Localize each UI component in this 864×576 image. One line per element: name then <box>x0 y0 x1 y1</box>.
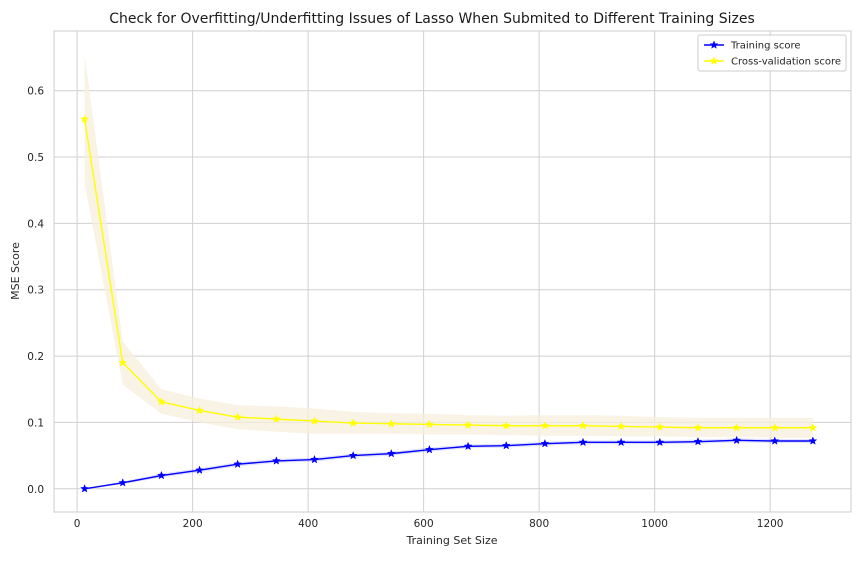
data-point <box>732 435 742 445</box>
series-line-1 <box>83 119 813 429</box>
data-point <box>424 444 434 454</box>
x-tick-label: 1000 <box>641 518 668 530</box>
x-tick-label: 600 <box>414 518 434 530</box>
data-point <box>233 459 243 469</box>
y-tick-label: 0.6 <box>27 86 44 98</box>
y-tick-label: 0.4 <box>27 218 44 230</box>
data-point <box>424 419 434 429</box>
chart-title: Check for Overfitting/Underfitting Issue… <box>109 11 755 27</box>
legend-label-1: Cross-validation score <box>731 57 841 68</box>
x-tick-label: 800 <box>529 518 549 530</box>
data-point <box>808 436 818 445</box>
x-tick-label: 1200 <box>757 518 784 530</box>
series-line-0 <box>84 439 813 490</box>
data-point <box>271 414 281 423</box>
data-point <box>156 397 166 406</box>
series-markers <box>80 114 818 493</box>
data-point <box>348 450 358 460</box>
y-tick-label: 0.2 <box>27 351 44 363</box>
legend-label-0: Training score <box>730 41 801 52</box>
data-point <box>693 436 703 446</box>
legend-box <box>697 34 847 72</box>
y-tick-label: 0.1 <box>27 417 44 429</box>
data-point <box>195 405 205 415</box>
data-point <box>195 465 205 475</box>
data-point <box>655 422 665 431</box>
confidence-band-1 <box>84 54 813 438</box>
data-point <box>616 437 626 447</box>
data-point <box>80 484 90 493</box>
y-tick-label: 0.5 <box>27 152 44 164</box>
y-tick-label: 0.0 <box>27 484 44 496</box>
x-tick-label: 200 <box>183 518 203 530</box>
data-point <box>463 420 473 429</box>
data-point <box>501 440 511 450</box>
data-point <box>540 438 550 448</box>
data-point <box>770 436 780 445</box>
data-point <box>501 421 511 430</box>
legend: Training score Cross-validation score <box>697 34 847 72</box>
data-point <box>578 421 588 430</box>
data-point <box>732 423 742 432</box>
y-tick-label: 0.3 <box>27 285 44 297</box>
data-point <box>80 114 90 124</box>
data-point <box>463 441 473 451</box>
data-point <box>770 423 780 432</box>
data-point <box>386 419 396 428</box>
data-point <box>348 418 358 427</box>
x-tick-label: 0 <box>74 518 81 530</box>
data-point <box>540 421 550 430</box>
data-point <box>808 423 818 432</box>
data-point <box>655 437 665 447</box>
series-lines <box>83 119 813 490</box>
data-point <box>118 358 128 367</box>
x-axis-label: Training Set Size <box>405 534 497 547</box>
data-point <box>156 470 166 480</box>
data-point <box>616 421 626 431</box>
data-point <box>118 478 128 487</box>
data-point <box>233 412 243 421</box>
data-point <box>386 448 396 458</box>
data-point <box>693 423 703 432</box>
legend-marker-1 <box>709 56 719 65</box>
data-point <box>309 454 319 464</box>
y-axis-label: MSE Score <box>9 242 22 300</box>
x-tick-label: 400 <box>298 518 318 530</box>
data-point <box>271 456 281 465</box>
data-point <box>309 416 319 425</box>
y-tick-labels: 0.0 0.1 0.2 0.3 0.4 0.5 0.6 <box>27 86 44 496</box>
data-point <box>578 437 588 447</box>
legend-marker-0 <box>709 40 719 49</box>
x-tick-labels: 0 200 400 600 800 1000 1200 <box>74 518 784 530</box>
